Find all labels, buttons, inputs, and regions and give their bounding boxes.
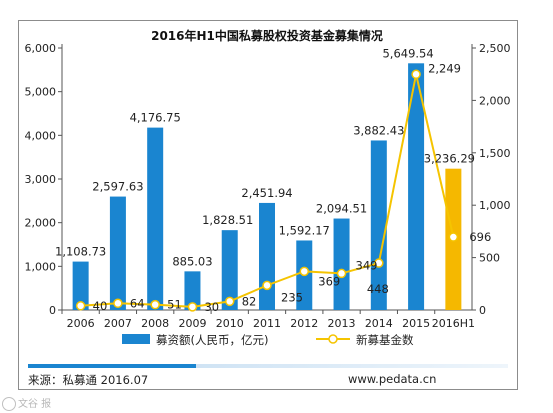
line-point	[262, 280, 272, 291]
left-tick-label: 2,000	[25, 217, 57, 230]
line-point	[224, 296, 235, 307]
right-tick-label: 2,000	[479, 94, 511, 107]
watermark-text: 文谷 报	[18, 399, 52, 410]
bar	[408, 63, 425, 310]
bar	[109, 196, 126, 310]
bar-value-label: 3,236.29	[424, 152, 475, 166]
line-point	[448, 232, 459, 242]
line-value-label: 696	[469, 230, 491, 244]
bar-value-label: 1,828.51	[202, 213, 253, 227]
legend-bar-label: 募资额(人民币，亿元)	[156, 333, 268, 347]
right-tick-label: 500	[479, 252, 500, 265]
bar	[370, 140, 387, 310]
x-tick-label: 2012	[290, 317, 318, 330]
website-label: www.pedata.cn	[348, 372, 437, 386]
x-tick-label: 2013	[328, 317, 356, 330]
bar	[147, 127, 164, 310]
source-label: 来源：私募通 2016.07	[28, 373, 149, 387]
x-tick-label: 2011	[253, 317, 281, 330]
left-tick-label: 3,000	[25, 173, 57, 186]
legend-line-marker	[328, 334, 338, 344]
bar	[259, 202, 275, 310]
x-tick-label: 2014	[365, 317, 393, 330]
line-point	[336, 268, 347, 279]
bar-value-label: 2,451.94	[241, 186, 292, 200]
right-tick-label: 2,500	[479, 42, 511, 55]
bar	[72, 261, 89, 310]
legend-line-label: 新募基金数	[356, 333, 414, 347]
bar-value-label: 5,649.54	[382, 46, 433, 60]
left-tick-label: 1,000	[25, 260, 57, 273]
bar-value-label: 1,592.17	[279, 223, 330, 237]
legend-bar-swatch	[122, 334, 150, 344]
watermark-icon	[2, 397, 16, 411]
line-point	[187, 302, 198, 312]
line-value-label: 30	[204, 300, 219, 314]
watermark: 文谷 报	[2, 395, 51, 411]
left-tick-label: 5,000	[25, 86, 57, 99]
bar-value-label: 3,882.43	[353, 123, 404, 137]
x-tick-label: 2015	[402, 317, 430, 330]
x-tick-label: 2006	[67, 317, 95, 330]
right-tick-label: 1,500	[479, 147, 511, 160]
line-point	[374, 258, 384, 268]
x-tick-label: 2016H1	[432, 317, 475, 330]
left-tick-label: 6,000	[25, 42, 57, 55]
line-value-label: 349	[356, 258, 378, 272]
line-value-label: 51	[167, 298, 182, 312]
chart-title: 2016年H1中国私募股权投资基金募集情况	[151, 28, 383, 43]
x-tick-label: 2010	[216, 317, 244, 330]
left-tick-label: 4,000	[25, 129, 57, 142]
x-tick-label: 2009	[178, 317, 206, 330]
line-value-label: 40	[93, 299, 108, 313]
bar-value-label: 2,094.51	[316, 202, 367, 216]
footer-divider	[28, 364, 508, 368]
left-tick-label: 0	[49, 304, 56, 317]
bar-value-label: 4,176.75	[130, 111, 181, 125]
right-tick-label: 0	[479, 304, 486, 317]
line-value-label: 369	[318, 274, 340, 288]
line-value-label: 64	[130, 296, 145, 310]
bar-value-label: 885.03	[172, 254, 212, 268]
bar	[333, 218, 350, 310]
line-point	[75, 301, 86, 311]
bar-value-label: 1,108.73	[55, 245, 106, 259]
bar	[221, 230, 238, 310]
x-tick-label: 2007	[104, 317, 132, 330]
line-value-label: 2,249	[428, 61, 461, 75]
right-tick-label: 1,000	[479, 199, 511, 212]
x-tick-label: 2008	[141, 317, 169, 330]
line-point	[150, 299, 160, 310]
line-point	[113, 298, 123, 309]
line-value-label: 82	[242, 294, 257, 308]
line-point	[411, 69, 421, 80]
line-point	[299, 266, 310, 277]
line-value-label: 235	[281, 290, 303, 304]
line-value-label: 448	[367, 282, 389, 296]
bar-value-label: 2,597.63	[92, 180, 143, 194]
bar	[184, 271, 201, 310]
